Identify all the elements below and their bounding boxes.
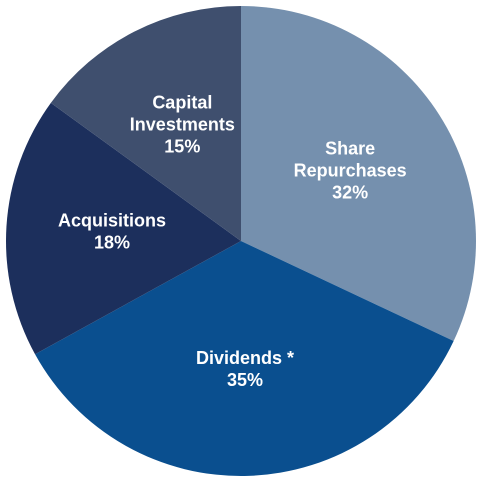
slice-value-label: 15% (164, 137, 200, 157)
slice-label: Acquisitions (58, 211, 166, 231)
slice-value-label: 35% (227, 370, 263, 390)
pie-slice (50, 5, 241, 241)
pie-slice (5, 102, 241, 355)
slice-label: Capital (152, 93, 212, 113)
slice-label: Share (325, 138, 375, 158)
slice-label: Dividends * (196, 348, 294, 368)
pie-slice (241, 6, 476, 342)
pie-slice (35, 241, 454, 476)
slice-value-label: 32% (332, 182, 368, 202)
slice-label: Repurchases (294, 160, 407, 180)
slice-label: Investments (130, 115, 235, 135)
slice-value-label: 18% (94, 233, 130, 253)
